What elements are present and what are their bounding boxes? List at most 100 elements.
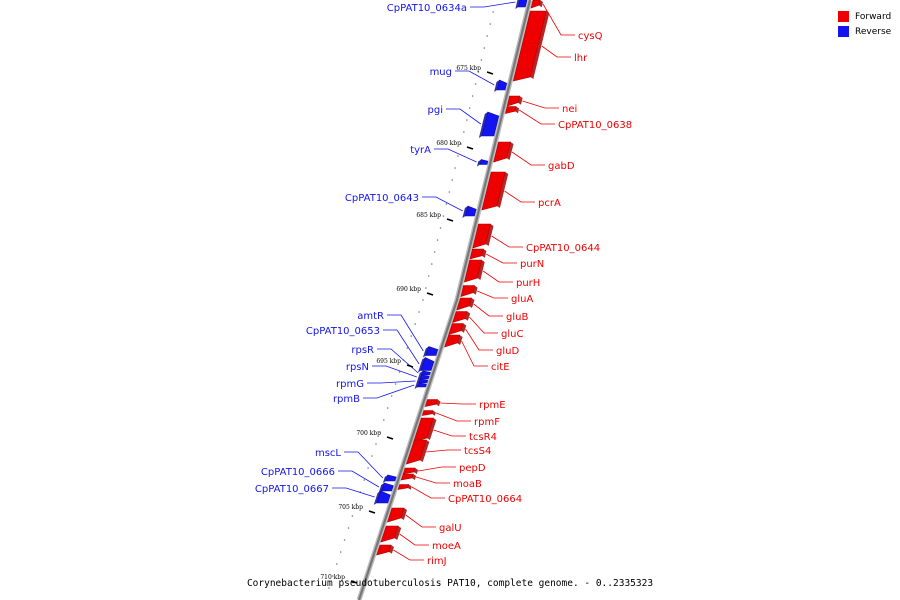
scale-dot bbox=[454, 167, 456, 169]
scale-dot bbox=[433, 251, 436, 253]
gene-CpPAT10_0653-leader bbox=[383, 329, 420, 365]
gene-gluC-label[interactable]: gluC bbox=[501, 329, 523, 340]
legend: Forward Reverse bbox=[838, 9, 891, 39]
gene-gabD-label[interactable]: gabD bbox=[548, 161, 575, 172]
gene-CpPAT10_0638-block[interactable] bbox=[504, 106, 517, 114]
legend-label-reverse: Reverse bbox=[855, 26, 892, 37]
gene-rpmB-label[interactable]: rpmB bbox=[333, 394, 360, 405]
gene-purH-label[interactable]: purH bbox=[516, 278, 540, 289]
genome-caption: Corynebacterium pseudotuberculosis PAT10… bbox=[246, 578, 654, 589]
scale-dot bbox=[351, 515, 354, 517]
gene-galU-label[interactable]: galU bbox=[439, 523, 462, 534]
scale-dot bbox=[343, 539, 346, 541]
gene-gluB-shade bbox=[469, 298, 475, 308]
gene-nei-block[interactable] bbox=[506, 95, 520, 107]
scale-dot bbox=[457, 155, 459, 157]
gene-rpmF-label[interactable]: rpmF bbox=[474, 417, 500, 428]
gene-rpsR-label[interactable]: rpsR bbox=[351, 345, 374, 356]
gene-CpPAT10_0638-shade bbox=[515, 106, 520, 114]
gene-cysQ-block[interactable] bbox=[530, 0, 541, 9]
gene-CpPAT10_0638-label[interactable]: CpPAT10_0638 bbox=[558, 120, 632, 131]
scale-dot bbox=[383, 419, 385, 421]
scale-dot bbox=[410, 335, 413, 337]
gene-rpmG-block[interactable] bbox=[418, 378, 429, 384]
gene-citE-shade bbox=[457, 335, 463, 345]
gene-CpPAT10_0644-label[interactable]: CpPAT10_0644 bbox=[526, 243, 600, 254]
gene-rpmE-label[interactable]: rpmE bbox=[479, 400, 506, 411]
gene-rpmG-label[interactable]: rpmG bbox=[336, 379, 364, 390]
gene-purN-label[interactable]: purN bbox=[520, 259, 544, 270]
gene-pepD-block[interactable] bbox=[402, 467, 416, 475]
gene-CpPAT10_0634a-shade bbox=[515, 0, 520, 9]
gene-galU-leader bbox=[405, 514, 436, 528]
gene-tyrA-block[interactable] bbox=[479, 159, 489, 165]
gene-CpPAT10_0666-shade bbox=[378, 483, 385, 493]
gene-rpmB-block[interactable] bbox=[417, 382, 427, 388]
tick-label: 690 kbp bbox=[396, 286, 421, 293]
gene-CpPAT10_0664-block[interactable] bbox=[397, 484, 410, 490]
gene-rimJ-label[interactable]: rimJ bbox=[427, 556, 447, 567]
scale-dot bbox=[463, 131, 465, 133]
gene-CpPAT10_0644-shade bbox=[485, 224, 494, 246]
gene-moeA-label[interactable]: moeA bbox=[432, 541, 461, 552]
tick-label: 695 kbp bbox=[376, 358, 401, 365]
gene-purN-block[interactable] bbox=[469, 248, 484, 260]
scale-dot bbox=[386, 407, 389, 409]
gene-rpmE-shade bbox=[436, 399, 441, 407]
gene-pcrA-label[interactable]: pcrA bbox=[538, 198, 561, 209]
gene-rpsN-shade bbox=[417, 375, 422, 381]
gene-galU-shade bbox=[400, 508, 407, 520]
gene-rpmE-block[interactable] bbox=[424, 399, 438, 407]
gene-CpPAT10_0643-label[interactable]: CpPAT10_0643 bbox=[345, 193, 419, 204]
gene-rpsN-block[interactable] bbox=[419, 374, 430, 380]
scale-dot bbox=[379, 431, 381, 433]
gene-mscL-label[interactable]: mscL bbox=[315, 448, 341, 459]
gene-pgi-shade bbox=[478, 112, 488, 138]
gene-CpPAT10_0666-label[interactable]: CpPAT10_0666 bbox=[261, 467, 335, 478]
gene-mscL-shade bbox=[382, 475, 388, 483]
scale-dot bbox=[347, 527, 350, 529]
gene-gluB-label[interactable]: gluB bbox=[506, 312, 528, 323]
gene-gluA-label[interactable]: gluA bbox=[511, 294, 533, 305]
gene-lhr-shade bbox=[530, 11, 550, 79]
gene-CpPAT10_0653-label[interactable]: CpPAT10_0653 bbox=[306, 326, 380, 337]
legend-label-forward: Forward bbox=[855, 11, 892, 22]
scale-dot bbox=[428, 275, 430, 277]
gene-pepD-label[interactable]: pepD bbox=[459, 463, 486, 474]
scale-dot bbox=[332, 575, 334, 577]
gene-cysQ-label[interactable]: cysQ bbox=[578, 31, 603, 42]
gene-gluA-shade bbox=[472, 285, 478, 295]
gene-tcsR4-shade bbox=[426, 418, 437, 440]
tick-mark bbox=[466, 146, 474, 150]
gene-rpsN-leader bbox=[372, 365, 417, 378]
gene-tcsS4-label[interactable]: tcsS4 bbox=[464, 446, 491, 457]
gene-moaB-block[interactable] bbox=[400, 473, 414, 481]
gene-rpmF-shade bbox=[431, 410, 436, 416]
tick-mark bbox=[406, 364, 414, 368]
gene-moaB-label[interactable]: moaB bbox=[453, 479, 482, 490]
gene-tyrA-label[interactable]: tyrA bbox=[410, 145, 431, 156]
gene-lhr-label[interactable]: lhr bbox=[574, 53, 588, 64]
gene-CpPAT10_0667-label[interactable]: CpPAT10_0667 bbox=[255, 484, 329, 495]
gene-rpsN-label[interactable]: rpsN bbox=[346, 362, 369, 373]
gene-CpPAT10_0664-label[interactable]: CpPAT10_0664 bbox=[448, 494, 522, 505]
gene-CpPAT10_0667-leader bbox=[332, 487, 375, 498]
gene-tcsR4-label[interactable]: tcsR4 bbox=[469, 432, 497, 443]
gene-amtR-label[interactable]: amtR bbox=[357, 311, 384, 322]
gene-citE-label[interactable]: citE bbox=[491, 362, 510, 373]
scale-dot bbox=[466, 119, 468, 121]
gene-nei-label[interactable]: nei bbox=[562, 104, 577, 115]
tick-mark bbox=[386, 436, 394, 440]
genome-backbone bbox=[357, 0, 532, 600]
gene-pgi-label[interactable]: pgi bbox=[428, 105, 443, 116]
gene-rpsR-block[interactable] bbox=[421, 370, 431, 376]
gene-gluA-block[interactable] bbox=[460, 285, 475, 297]
legend-swatch-forward bbox=[838, 11, 849, 22]
gene-CpPAT10_0634a-label[interactable]: CpPAT10_0634a bbox=[387, 3, 467, 14]
scale-dot bbox=[375, 443, 377, 445]
gene-mug-label[interactable]: mug bbox=[430, 67, 452, 78]
scale-dot bbox=[436, 239, 439, 241]
gene-purN-leader bbox=[486, 253, 517, 264]
gene-rpmF-block[interactable] bbox=[421, 410, 434, 416]
gene-gluD-label[interactable]: gluD bbox=[496, 346, 519, 357]
